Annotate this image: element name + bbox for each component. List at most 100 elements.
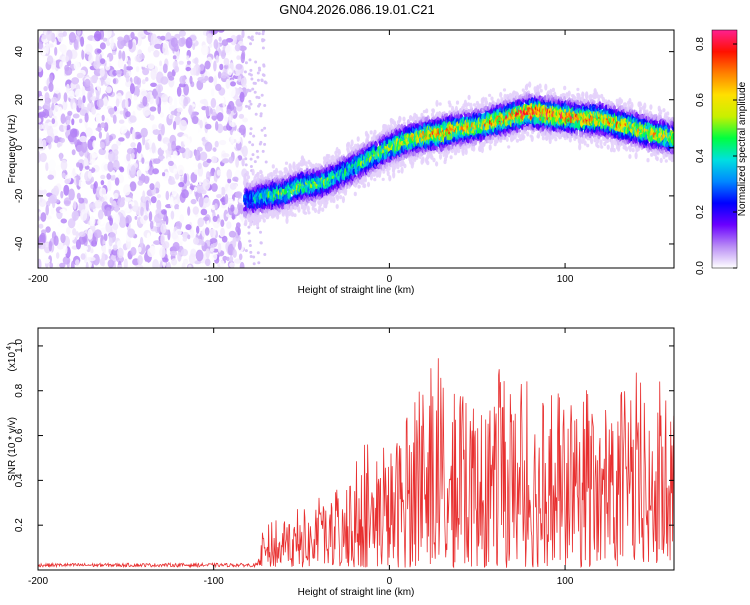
noise-cell	[56, 165, 62, 171]
noise-cell	[193, 163, 197, 167]
noise-cell	[81, 253, 86, 260]
noise-cell	[201, 45, 209, 56]
noise-cell	[56, 252, 59, 259]
noise-cell	[205, 124, 212, 130]
noise-cell	[166, 191, 170, 201]
noise-cell	[87, 229, 92, 240]
chart-title: GN04.2026.086.19.01.C21	[279, 2, 434, 17]
noise-cell	[179, 204, 186, 211]
noise-cell	[72, 168, 75, 177]
noise-cell	[72, 102, 76, 110]
noise-cell	[150, 115, 155, 121]
noise-cell	[118, 137, 125, 141]
noise-cell	[54, 88, 61, 94]
noise-cell	[149, 183, 154, 190]
noise-cell	[265, 161, 268, 164]
noise-cell	[160, 234, 165, 246]
noise-cell	[254, 160, 257, 163]
noise-cell	[252, 153, 255, 156]
noise-cell	[153, 158, 161, 164]
noise-cell	[201, 241, 205, 247]
noise-cell	[263, 127, 266, 130]
noise-cell	[68, 90, 74, 99]
noise-cell	[72, 211, 79, 221]
noise-cell	[221, 72, 227, 79]
noise-cell	[178, 38, 185, 47]
noise-cell	[236, 64, 243, 70]
noise-cell	[190, 229, 194, 238]
noise-cell	[260, 112, 263, 115]
noise-cell	[255, 96, 258, 99]
noise-cell	[239, 253, 243, 260]
noise-cell	[152, 259, 159, 271]
noise-cell	[46, 29, 53, 41]
noise-cell	[153, 124, 157, 130]
noise-cell	[43, 86, 47, 91]
ridge-cell	[426, 161, 429, 166]
noise-cell	[226, 79, 231, 89]
noise-cell	[66, 227, 71, 235]
noise-cell	[153, 129, 160, 135]
noise-cell	[88, 54, 93, 64]
noise-cell	[179, 214, 184, 223]
noise-cell	[66, 120, 70, 125]
noise-cell	[254, 91, 257, 94]
noise-cell	[158, 86, 161, 97]
ridge-cell	[382, 178, 385, 181]
noise-cell	[170, 115, 174, 119]
noise-cell	[59, 61, 63, 68]
noise-cell	[263, 65, 266, 68]
noise-cell	[138, 180, 144, 186]
noise-cell	[78, 97, 82, 109]
noise-cell	[142, 190, 145, 202]
noise-cell	[249, 42, 252, 45]
noise-cell	[198, 131, 202, 137]
noise-cell	[171, 258, 177, 265]
noise-cell	[103, 38, 107, 42]
noise-cell	[250, 255, 253, 258]
noise-cell	[220, 260, 225, 269]
noise-cell	[51, 103, 54, 111]
noise-cell	[174, 66, 179, 73]
noise-cell	[173, 209, 181, 217]
ridge-cell	[375, 143, 378, 147]
noise-cell	[160, 76, 168, 84]
noise-cell	[264, 134, 267, 137]
noise-cell	[129, 204, 132, 209]
noise-cell	[260, 242, 263, 245]
noise-cell	[68, 189, 75, 201]
noise-cell	[141, 128, 148, 138]
noise-cell	[123, 184, 131, 195]
noise-cell	[144, 176, 150, 184]
noise-cell	[240, 92, 245, 103]
noise-cell	[111, 38, 114, 50]
ridge-cell	[422, 156, 425, 163]
noise-cell	[229, 262, 235, 267]
noise-cell	[136, 66, 140, 72]
noise-cell	[174, 199, 178, 204]
noise-cell	[136, 77, 141, 84]
noise-cell	[150, 106, 157, 111]
noise-cell	[251, 88, 254, 91]
noise-cell	[99, 131, 102, 139]
noise-cell	[131, 165, 136, 175]
noise-cell	[126, 72, 130, 82]
noise-cell	[202, 179, 210, 191]
ridge-cell	[307, 211, 310, 214]
noise-cell	[253, 262, 256, 265]
noise-cell	[236, 222, 241, 228]
noise-cell	[152, 168, 159, 174]
noise-cell	[65, 55, 69, 62]
noise-cell	[261, 129, 264, 132]
noise-cell	[257, 261, 260, 264]
noise-cell	[100, 142, 105, 149]
ridge-cell	[280, 172, 283, 176]
noise-cell	[213, 216, 218, 222]
noise-cell	[173, 55, 177, 59]
noise-cell	[131, 153, 135, 159]
noise-cell	[238, 75, 242, 82]
noise-cell	[177, 86, 182, 97]
noise-cell	[140, 207, 144, 217]
noise-cell	[205, 259, 211, 267]
